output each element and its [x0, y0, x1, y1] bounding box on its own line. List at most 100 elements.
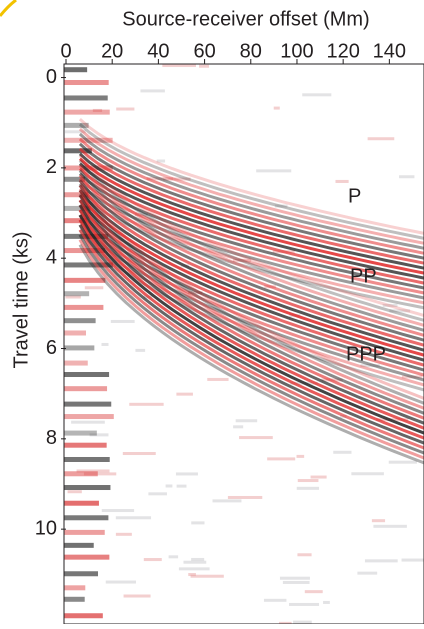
texture — [64, 401, 112, 407]
texture — [190, 574, 224, 578]
texture — [64, 456, 110, 462]
texture — [78, 147, 424, 265]
texture — [140, 89, 165, 93]
texture — [401, 558, 424, 562]
texture — [84, 286, 104, 290]
seismogram — [64, 64, 424, 624]
texture — [135, 348, 146, 352]
texture — [78, 182, 424, 300]
texture — [64, 176, 85, 182]
texture — [64, 515, 109, 521]
texture — [227, 495, 263, 499]
texture — [310, 475, 327, 479]
y-tick-label: 6 — [46, 337, 57, 359]
texture — [78, 172, 424, 290]
annotation: PPP — [346, 343, 386, 365]
texture — [78, 214, 424, 435]
texture — [162, 177, 191, 181]
texture — [78, 167, 424, 285]
texture — [78, 179, 424, 342]
texture — [64, 471, 98, 477]
texture — [71, 420, 105, 424]
texture — [64, 122, 89, 128]
texture — [89, 433, 109, 437]
texture — [64, 585, 86, 591]
texture — [401, 375, 423, 379]
texture — [333, 450, 352, 454]
texture — [64, 318, 96, 324]
texture — [101, 509, 135, 513]
texture — [156, 159, 166, 163]
texture — [78, 159, 424, 322]
texture — [64, 345, 95, 351]
texture — [389, 309, 411, 313]
texture — [78, 229, 424, 450]
texture — [78, 189, 424, 410]
texture — [78, 239, 424, 460]
x-tick-label: 60 — [193, 40, 215, 62]
texture — [64, 330, 86, 336]
texture — [78, 169, 424, 332]
texture — [279, 621, 292, 624]
texture — [101, 342, 109, 346]
texture — [64, 304, 104, 310]
y-tick-label: 4 — [46, 246, 57, 268]
texture — [191, 521, 205, 525]
texture — [78, 204, 424, 367]
texture — [78, 244, 424, 465]
texture — [64, 500, 99, 506]
x-tick-label: 0 — [60, 40, 71, 62]
annotation: P — [348, 185, 361, 207]
texture — [323, 600, 330, 604]
texture — [282, 580, 310, 584]
texture — [64, 596, 85, 602]
texture — [76, 469, 110, 473]
x-tick-label: 120 — [326, 40, 359, 62]
texture — [256, 169, 292, 173]
texture — [371, 519, 386, 523]
texture — [64, 291, 90, 297]
y-axis-title: Travel time (ks) — [10, 231, 32, 368]
texture — [78, 157, 424, 275]
texture — [78, 142, 424, 260]
texture — [78, 194, 424, 357]
texture — [64, 386, 108, 392]
texture — [64, 277, 106, 283]
texture — [78, 162, 424, 280]
texture — [212, 499, 242, 503]
texture — [183, 560, 207, 564]
texture — [178, 567, 210, 571]
texture — [64, 613, 103, 619]
texture — [64, 262, 113, 268]
texture — [78, 189, 424, 352]
texture — [176, 392, 193, 396]
texture — [64, 554, 110, 560]
texture — [78, 224, 424, 445]
texture — [297, 479, 319, 483]
texture — [367, 137, 395, 141]
texture — [64, 80, 109, 86]
texture — [335, 179, 349, 183]
texture — [296, 486, 320, 490]
texture — [176, 484, 187, 488]
texture — [373, 524, 407, 528]
texture — [289, 602, 320, 606]
texture — [78, 234, 424, 455]
y-tick-label: 8 — [46, 427, 57, 449]
annotation: PP — [350, 265, 377, 287]
texture — [83, 472, 117, 476]
texture — [78, 117, 424, 235]
texture — [64, 205, 91, 211]
texture — [64, 571, 99, 577]
texture — [302, 93, 332, 97]
texture — [64, 192, 89, 198]
texture — [78, 154, 424, 317]
texture — [115, 516, 152, 520]
texture — [64, 137, 113, 143]
texture — [64, 67, 88, 73]
texture — [175, 472, 198, 476]
texture — [78, 204, 424, 425]
texture — [78, 152, 424, 270]
texture — [78, 194, 424, 415]
